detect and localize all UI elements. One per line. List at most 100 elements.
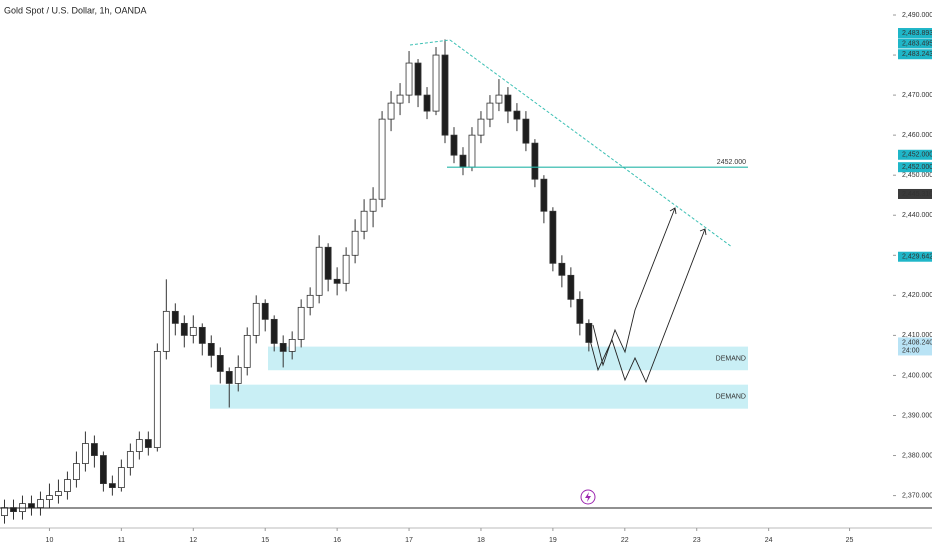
price-label-box: [898, 188, 932, 199]
zones: DEMAND DEMAND: [210, 346, 748, 409]
x-tick-label: 16: [333, 537, 341, 544]
price-label-box: [898, 162, 932, 173]
x-tick-label: 12: [189, 537, 197, 544]
y-tick-label: 2,440.000: [902, 212, 932, 219]
y-tick-label: 2,460.000: [902, 132, 932, 139]
trend-line: [449, 39, 733, 248]
price-label: 2,445.310: [902, 191, 932, 198]
candle-body: [459, 154, 467, 168]
candle-body: [216, 355, 224, 372]
candle-body: [423, 94, 431, 112]
candle-body: [351, 230, 359, 256]
candle-body: [171, 310, 179, 324]
candle-body: [90, 443, 98, 456]
projection-path: [589, 228, 706, 384]
y-tick-label: 2,490.000: [902, 12, 932, 19]
candle-body: [477, 118, 485, 136]
candle-body: [189, 326, 197, 336]
candle-body: [288, 338, 296, 352]
price-label-box: [898, 149, 932, 160]
candle-body: [405, 62, 413, 96]
candle-body: [531, 142, 539, 180]
y-tick-label: 2,380.000: [902, 452, 932, 459]
candle-body: [333, 278, 341, 284]
demand-zone: [210, 384, 748, 409]
candle-body: [468, 134, 476, 168]
price-label: 2,483.495: [902, 40, 932, 47]
candle-body: [369, 198, 377, 212]
candle-body: [55, 491, 62, 496]
x-tick-label: 11: [118, 537, 125, 544]
candle-body: [243, 334, 251, 368]
x-tick-label: 22: [621, 537, 629, 544]
candle-body: [162, 310, 170, 352]
candle-body: [261, 302, 269, 320]
price-label-box: [898, 251, 932, 262]
trend-line: [409, 39, 451, 46]
candle-body: [180, 322, 188, 336]
candle-body: [108, 483, 116, 488]
candle-body: [126, 451, 134, 468]
candle-body: [198, 326, 206, 344]
candle-body: [225, 371, 233, 384]
price-label-box: [898, 337, 932, 356]
candle-body: [234, 367, 242, 384]
x-tick-label: 24: [765, 537, 773, 544]
candle-body: [396, 94, 404, 104]
y-tick-label: 2,420.000: [902, 292, 932, 299]
candle-body: [432, 54, 440, 112]
price-label-box: [898, 49, 932, 60]
price-label: 2,429.642: [902, 254, 932, 261]
y-tick-label: 2,470.000: [902, 92, 932, 99]
x-tick-label: 15: [261, 537, 269, 544]
x-tick-label: 23: [693, 537, 701, 544]
candle-body: [315, 246, 323, 296]
candle-body: [99, 455, 107, 484]
zone-label: DEMAND: [716, 355, 746, 362]
x-tick-label: 10: [46, 537, 54, 544]
candle-body: [513, 110, 521, 120]
candle-body: [549, 210, 557, 264]
price-label: 2,452.000: [902, 152, 932, 159]
chart-title: Gold Spot / U.S. Dollar, 1h, OANDA: [4, 5, 147, 15]
price-label-sub: 24:00: [902, 347, 920, 354]
candle-body: [252, 302, 260, 336]
y-tick-label: 2,390.000: [902, 412, 932, 419]
price-label: 2,483.243: [902, 51, 932, 58]
y-tick-label: 2,400.000: [902, 372, 932, 379]
arrow-head: [699, 228, 707, 236]
y-tick-label: 2,410.000: [902, 332, 932, 339]
candle-body: [441, 54, 449, 136]
candle-body: [46, 495, 53, 500]
candle-body: [414, 62, 422, 96]
x-tick-label: 19: [549, 537, 557, 544]
event-icon-bolt: [585, 492, 591, 502]
candle-body: [576, 298, 584, 324]
candle-body: [450, 134, 458, 156]
candle-body: [558, 262, 566, 276]
candle-body: [117, 467, 125, 488]
price-label-box: [898, 28, 932, 39]
candle-body: [270, 318, 278, 344]
candle-body: [378, 118, 386, 200]
projection-path: [592, 207, 676, 367]
price-label-box: [898, 38, 932, 49]
zone-label: DEMAND: [716, 394, 746, 401]
price-label: 2,483.893: [902, 30, 932, 37]
candle-body: [522, 118, 530, 144]
x-tick-label: 25: [846, 537, 854, 544]
candle-body: [324, 246, 332, 280]
candle-body: [297, 306, 305, 340]
candle-body: [207, 342, 215, 356]
horizontal-line-label: 2452.000: [717, 159, 746, 166]
candle-body: [64, 479, 71, 492]
candle-body: [306, 294, 314, 308]
candle-body: [73, 463, 80, 480]
candle-body: [585, 322, 593, 343]
candle-body: [1, 507, 8, 517]
candle-body: [153, 351, 161, 448]
candle-body: [504, 94, 512, 112]
